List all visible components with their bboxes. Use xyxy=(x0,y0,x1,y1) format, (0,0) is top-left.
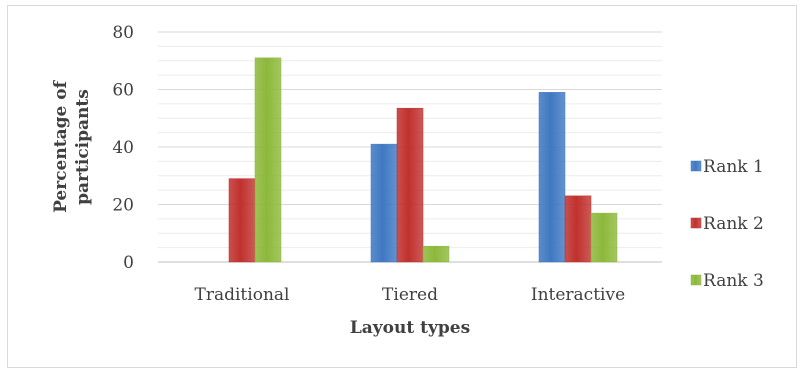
legend-label: Rank 1 xyxy=(703,157,764,177)
legend-label: Rank 2 xyxy=(703,214,764,234)
x-category-label: Tiered xyxy=(382,285,438,305)
bar-rank-2-tiered xyxy=(396,107,424,263)
x-category-label: Traditional xyxy=(195,285,290,305)
y-axis-title: Percentage of participants xyxy=(51,79,93,212)
bar-rank-3-tiered xyxy=(422,245,450,263)
bar-rank-3-interactive xyxy=(590,212,618,263)
x-axis-title: Layout types xyxy=(350,318,470,338)
y-tick-label: 20 xyxy=(112,196,134,216)
legend-swatch xyxy=(690,217,702,229)
y-axis-title-line: Percentage of xyxy=(51,79,71,212)
bar-rank-3-traditional xyxy=(254,57,282,263)
bars xyxy=(228,57,618,263)
y-tick-label: 40 xyxy=(112,138,134,158)
legend: Rank 1 Rank 2 Rank 3 xyxy=(690,157,764,291)
y-tick-label: 0 xyxy=(123,253,134,273)
bar-rank-2-interactive xyxy=(564,195,592,263)
x-category-label: Interactive xyxy=(531,285,625,305)
y-axis-ticks: 0 20 40 60 80 xyxy=(112,23,134,273)
legend-swatch xyxy=(690,160,702,172)
legend-label: Rank 3 xyxy=(703,271,764,291)
bar-rank-1-interactive xyxy=(538,92,566,263)
bar-rank-2-traditional xyxy=(228,178,256,263)
legend-swatch xyxy=(690,274,702,286)
y-axis-title-line: participants xyxy=(73,89,93,205)
y-tick-label: 80 xyxy=(112,23,134,43)
y-tick-label: 60 xyxy=(112,81,134,101)
bar-rank-1-tiered xyxy=(370,143,398,263)
x-axis-categories: Traditional Tiered Interactive xyxy=(195,285,626,305)
